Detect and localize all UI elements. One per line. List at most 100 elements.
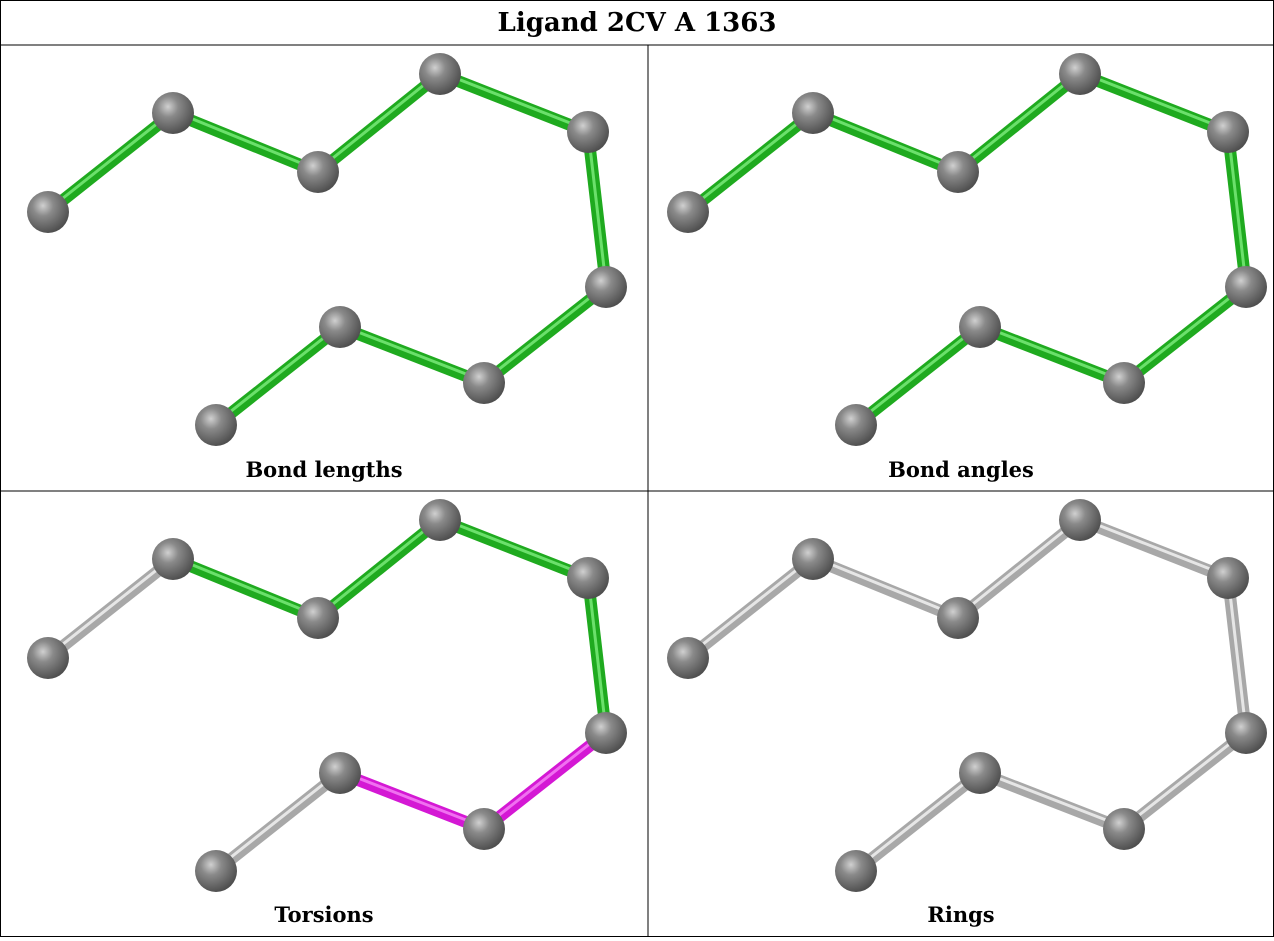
bond (42, 553, 179, 664)
bond (478, 727, 612, 835)
atom (1059, 53, 1101, 95)
bond-highlight (338, 769, 486, 829)
bond-highlight (686, 555, 815, 658)
bond (1118, 281, 1252, 389)
bond (1118, 727, 1252, 835)
bond (312, 68, 446, 178)
bond-highlight (171, 555, 320, 618)
bond-highlight (482, 729, 608, 829)
bond-highlight (482, 283, 608, 383)
atom (667, 191, 709, 233)
molecule-panel (667, 53, 1267, 446)
atom (1059, 499, 1101, 541)
bond-highlight (316, 70, 442, 172)
atom (792, 92, 834, 134)
bond-highlight (316, 516, 442, 618)
bond (478, 281, 612, 389)
bond-highlight (338, 323, 486, 383)
atom (419, 499, 461, 541)
bond (974, 321, 1130, 389)
atom (152, 538, 194, 580)
atom (27, 191, 69, 233)
bond-highlight (978, 769, 1126, 829)
bond-highlight (1226, 574, 1248, 733)
atom (463, 362, 505, 404)
atom (835, 850, 877, 892)
atom (152, 92, 194, 134)
atom (1103, 362, 1145, 404)
bond-highlight (46, 555, 175, 658)
bond (1074, 68, 1234, 138)
atom (319, 752, 361, 794)
atom (1225, 712, 1267, 754)
bond (167, 553, 324, 624)
atom (959, 306, 1001, 348)
bond (210, 767, 346, 877)
atom (195, 850, 237, 892)
bond-highlight (1122, 283, 1248, 383)
bond (312, 514, 446, 624)
bond (850, 767, 986, 877)
bond-highlight (438, 70, 590, 132)
bond (434, 68, 594, 138)
atom (1207, 111, 1249, 153)
bond (682, 107, 819, 218)
panel-label: Rings (927, 902, 994, 927)
bond-highlight (1078, 516, 1230, 578)
bond (807, 107, 964, 178)
bond-highlight (214, 769, 342, 871)
bond (974, 767, 1130, 835)
bond (334, 767, 490, 835)
atom (959, 752, 1001, 794)
bond (167, 107, 324, 178)
atom (835, 404, 877, 446)
panel-label: Torsions (274, 902, 373, 927)
atom (27, 637, 69, 679)
bond (952, 514, 1086, 624)
atom (585, 266, 627, 308)
bond-highlight (811, 555, 960, 618)
panel-label: Bond lengths (245, 457, 402, 482)
bond-highlight (1122, 729, 1248, 829)
panels: Bond lengths Bond angles Torsions Rings (27, 53, 1267, 927)
bond-highlight (956, 516, 1082, 618)
bond-highlight (586, 574, 608, 733)
atom (567, 111, 609, 153)
bond-highlight (811, 109, 960, 172)
bond-highlight (1226, 128, 1248, 287)
bond-highlight (171, 109, 320, 172)
bond-highlight (438, 516, 590, 578)
bond (210, 321, 346, 431)
atom (1103, 808, 1145, 850)
bond-highlight (686, 109, 815, 212)
bond-highlight (956, 70, 1082, 172)
atom (567, 557, 609, 599)
bond-highlight (854, 323, 982, 425)
atom (585, 712, 627, 754)
bond-highlight (854, 769, 982, 871)
atom (419, 53, 461, 95)
molecule-panel (27, 53, 627, 446)
panel-label: Bond angles (888, 457, 1034, 482)
bond (1074, 514, 1234, 584)
atom (319, 306, 361, 348)
bond (42, 107, 179, 218)
atom (792, 538, 834, 580)
bond (850, 321, 986, 431)
atom (297, 597, 339, 639)
atom (667, 637, 709, 679)
bond (807, 553, 964, 624)
molecule-panel (667, 499, 1267, 892)
bond-highlight (978, 323, 1126, 383)
bond-highlight (214, 323, 342, 425)
atom (937, 151, 979, 193)
atom (937, 597, 979, 639)
bond (682, 553, 819, 664)
molecule-panel (27, 499, 627, 892)
atom (1225, 266, 1267, 308)
title: Ligand 2CV A 1363 (498, 8, 777, 38)
atom (1207, 557, 1249, 599)
